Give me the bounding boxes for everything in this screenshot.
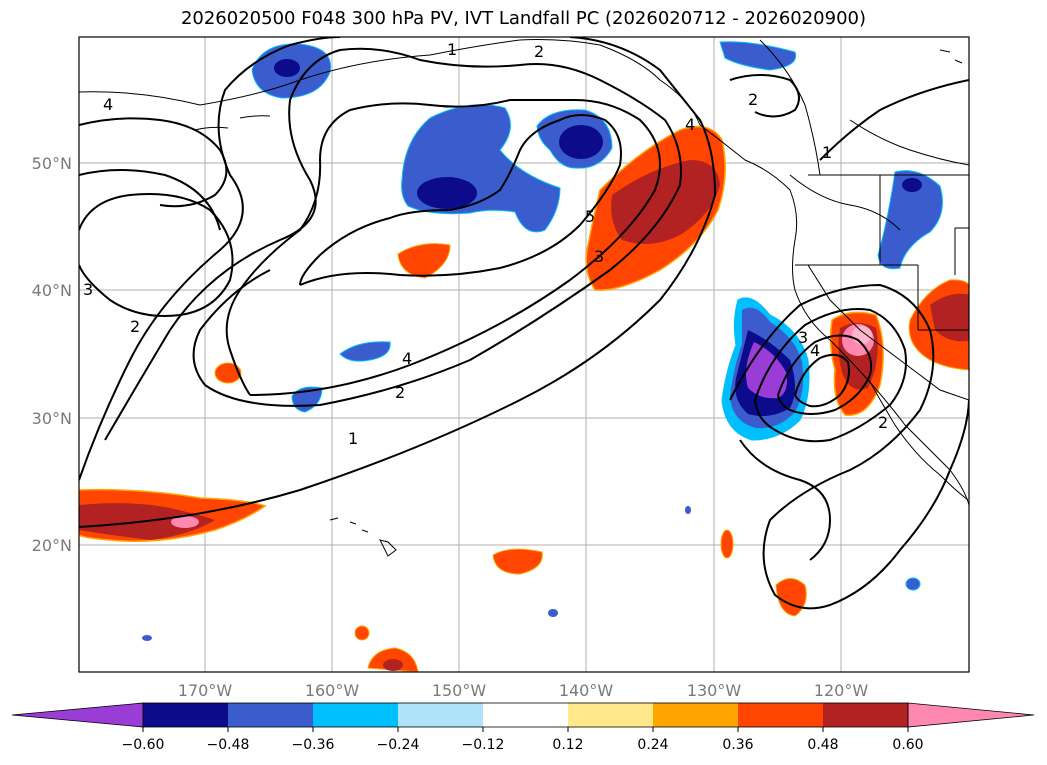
- lon-label: 140°W: [559, 681, 614, 700]
- map-frame: [78, 36, 970, 673]
- colorbar-bin: [653, 703, 738, 727]
- colorbar-extend-high: [907, 702, 1035, 728]
- lon-label: 160°W: [305, 681, 360, 700]
- contour-label: 4: [685, 115, 695, 134]
- contour-label: 2: [748, 90, 758, 109]
- pv-contours: [79, 37, 969, 610]
- colorbar-frame: [142, 702, 909, 728]
- lat-label: 50°N: [32, 154, 72, 173]
- contour-label: 2: [395, 383, 405, 402]
- contour-label: 2: [130, 317, 140, 336]
- contour-label: 1: [447, 40, 457, 59]
- contour-label: 3: [83, 280, 93, 299]
- longitude-labels: 170°W 160°W 150°W 140°W 130°W 120°W: [178, 681, 869, 700]
- colorbar-bin: [143, 703, 228, 727]
- colorbar-tick-label: −0.48: [207, 737, 250, 753]
- lat-label: 30°N: [32, 409, 72, 428]
- colorbar-tick-label: 0.24: [637, 737, 668, 753]
- colorbar-tick-label: −0.24: [377, 737, 420, 753]
- lon-label: 130°W: [687, 681, 742, 700]
- contour-label: 2: [878, 413, 888, 432]
- contour-labels: 4 1 2 5 3 3 2 4 2 1 3 4 2 2 1 4: [83, 40, 888, 448]
- lon-label: 150°W: [432, 681, 487, 700]
- colorbar-bin: [568, 703, 653, 727]
- contour-label: 3: [594, 247, 604, 266]
- contour-label: 5: [585, 207, 595, 226]
- colorbar-tick-label: −0.60: [122, 737, 165, 753]
- colorbar-tick-label: 0.60: [892, 737, 923, 753]
- colorbar-extend-low: [11, 702, 144, 728]
- contour-label: 1: [348, 429, 358, 448]
- contour-label: 3: [798, 328, 808, 347]
- colorbar-bin: [228, 703, 313, 727]
- lat-label: 40°N: [32, 281, 72, 300]
- colorbar-bin: [398, 703, 483, 727]
- colorbar-tick-label: −0.12: [462, 737, 505, 753]
- lon-label: 120°W: [814, 681, 869, 700]
- contour-label: 4: [810, 341, 820, 360]
- colorbar: −0.60 −0.48 −0.36 −0.24 −0.12 0.12 0.24 0.36 0.4…: [11, 702, 1035, 753]
- lon-label: 170°W: [178, 681, 233, 700]
- colorbar-tick-label: −0.36: [292, 737, 335, 753]
- latitude-labels: 50°N 40°N 30°N 20°N: [32, 154, 72, 555]
- colorbar-bin: [313, 703, 398, 727]
- colorbar-bin: [738, 703, 823, 727]
- colorbar-tick-label: 0.48: [807, 737, 838, 753]
- contour-label: 1: [822, 143, 832, 162]
- contour-label: 4: [402, 349, 412, 368]
- contour-label: 2: [534, 42, 544, 61]
- colorbar-bin: [483, 703, 568, 727]
- contour-label: 4: [103, 95, 113, 114]
- map-title: 2026020500 F048 300 hPa PV, IVT Landfall…: [180, 8, 867, 29]
- lat-label: 20°N: [32, 536, 72, 555]
- colorbar-tick-label: 0.12: [552, 737, 583, 753]
- colorbar-bin: [823, 703, 908, 727]
- colorbar-tick-label: 0.36: [722, 737, 753, 753]
